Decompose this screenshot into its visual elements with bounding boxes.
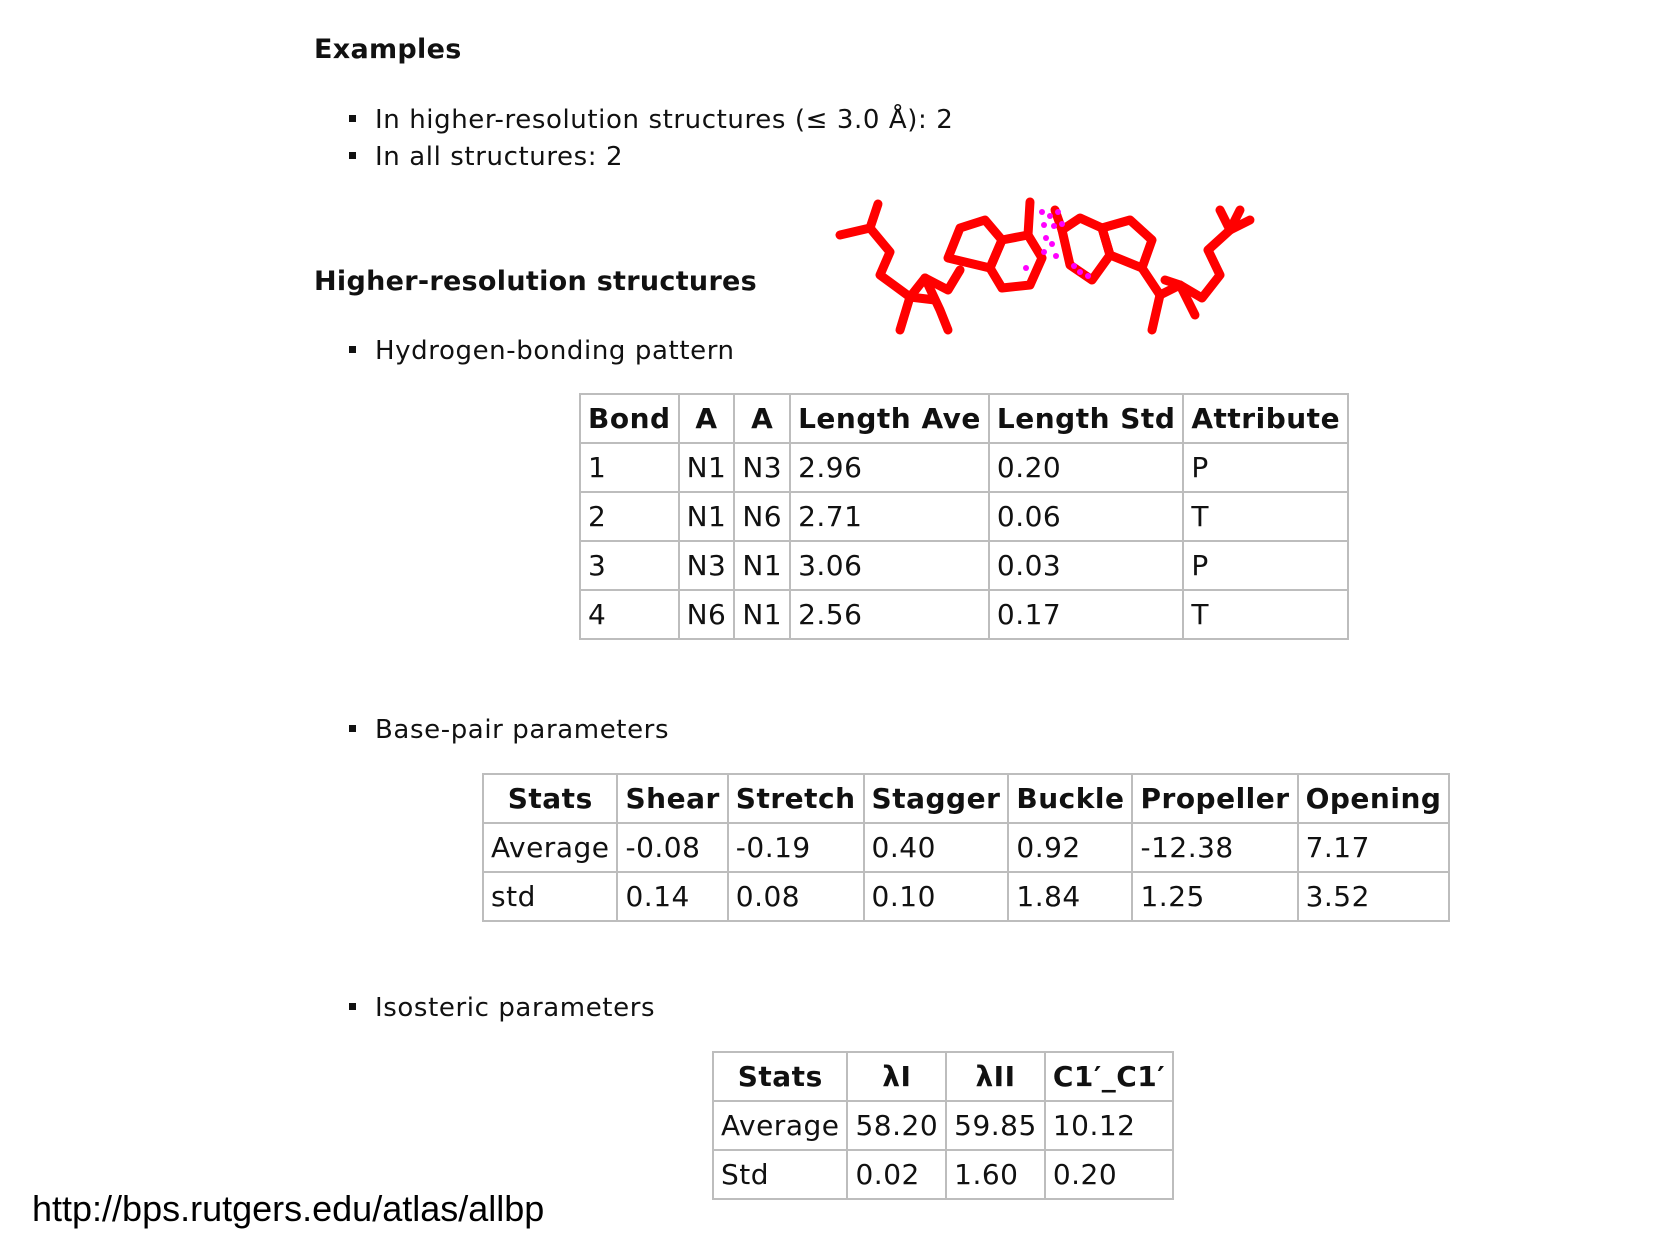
list-item-text: Hydrogen-bonding pattern xyxy=(375,336,735,366)
table-cell: N1 xyxy=(733,540,792,591)
table-cell: Average xyxy=(481,822,619,873)
list-item: In higher-resolution structures (≤ 3.0 Å… xyxy=(349,105,953,135)
table-cell: 0.20 xyxy=(1043,1149,1175,1200)
hydrogen-bonding-table: Bond A A Length Ave Length Std Attribute… xyxy=(579,393,1350,640)
column-header: Length Ave xyxy=(789,393,990,444)
bullet-icon xyxy=(349,725,356,732)
list-item: Isosteric parameters xyxy=(349,993,655,1023)
table-row: 1 N1 N3 2.96 0.20 P xyxy=(579,442,1350,493)
table-cell: 2.96 xyxy=(789,442,990,493)
table-row: Std 0.02 1.60 0.20 xyxy=(711,1149,1175,1200)
table-cell: 0.08 xyxy=(726,871,865,922)
table-cell: N6 xyxy=(677,589,736,640)
table-cell: 0.03 xyxy=(987,540,1185,591)
table-cell: 0.17 xyxy=(987,589,1185,640)
table-cell: 0.92 xyxy=(1007,822,1134,873)
table-cell: 0.40 xyxy=(862,822,1010,873)
table-row: std 0.14 0.08 0.10 1.84 1.25 3.52 xyxy=(481,871,1451,922)
list-item-text: In all structures: 2 xyxy=(375,142,624,172)
table-cell: N6 xyxy=(733,491,792,542)
table-cell: 1.25 xyxy=(1131,871,1299,922)
table-cell: 0.06 xyxy=(987,491,1185,542)
list-item-text: Isosteric parameters xyxy=(375,993,656,1023)
table-cell: 0.14 xyxy=(616,871,729,922)
column-header: Stats xyxy=(481,773,619,824)
base-pair-structure-image xyxy=(835,197,1255,335)
column-header: Bond xyxy=(579,393,680,444)
table-cell: -0.08 xyxy=(616,822,729,873)
bullet-icon xyxy=(349,1003,356,1010)
column-header: C1′_C1′ xyxy=(1043,1051,1175,1102)
table-cell: 3.06 xyxy=(789,540,990,591)
bullet-icon xyxy=(349,346,356,353)
table-cell: T xyxy=(1182,589,1350,640)
table-cell: N1 xyxy=(733,589,792,640)
table-row: 4 N6 N1 2.56 0.17 T xyxy=(579,589,1350,640)
table-cell: 59.85 xyxy=(945,1100,1046,1151)
table-row: 2 N1 N6 2.71 0.06 T xyxy=(579,491,1350,542)
table-row: Average 58.20 59.85 10.12 xyxy=(711,1100,1175,1151)
list-item-text: In higher-resolution structures (≤ 3.0 Å… xyxy=(375,105,954,135)
bullet-icon xyxy=(349,152,356,159)
column-header: Attribute xyxy=(1182,393,1350,444)
table-cell: P xyxy=(1182,442,1350,493)
table-cell: 0.02 xyxy=(846,1149,948,1200)
table-cell: 1 xyxy=(579,442,680,493)
isosteric-parameters-table: Stats λI λII C1′_C1′ Average 58.20 59.85… xyxy=(711,1051,1175,1200)
table-header-row: Stats λI λII C1′_C1′ xyxy=(711,1051,1175,1102)
list-item: Base-pair parameters xyxy=(349,715,669,745)
table-cell: N1 xyxy=(677,442,736,493)
column-header: Propeller xyxy=(1131,773,1299,824)
column-header: Buckle xyxy=(1007,773,1134,824)
table-cell: 58.20 xyxy=(846,1100,948,1151)
table-cell: T xyxy=(1182,491,1350,542)
column-header: A xyxy=(733,393,792,444)
column-header: Shear xyxy=(616,773,729,824)
list-item: Hydrogen-bonding pattern xyxy=(349,336,735,366)
table-cell: 3 xyxy=(579,540,680,591)
table-cell: N3 xyxy=(733,442,792,493)
table-cell: P xyxy=(1182,540,1350,591)
table-cell: -12.38 xyxy=(1131,822,1299,873)
base-pair-parameters-table: Stats Shear Stretch Stagger Buckle Prope… xyxy=(481,773,1451,922)
table-cell: std xyxy=(481,871,619,922)
examples-heading: Examples xyxy=(314,34,462,65)
table-cell: N3 xyxy=(677,540,736,591)
table-cell: 7.17 xyxy=(1296,822,1451,873)
table-header-row: Stats Shear Stretch Stagger Buckle Prope… xyxy=(481,773,1451,824)
list-item-text: Base-pair parameters xyxy=(375,715,670,745)
table-cell: 2.56 xyxy=(789,589,990,640)
column-header: λI xyxy=(846,1051,948,1102)
table-cell: 10.12 xyxy=(1043,1100,1175,1151)
table-cell: 3.52 xyxy=(1296,871,1451,922)
list-item: In all structures: 2 xyxy=(349,142,623,172)
table-cell: 1.84 xyxy=(1007,871,1134,922)
table-cell: 1.60 xyxy=(945,1149,1046,1200)
table-cell: -0.19 xyxy=(726,822,865,873)
table-cell: 2 xyxy=(579,491,680,542)
column-header: Opening xyxy=(1296,773,1451,824)
table-cell: 4 xyxy=(579,589,680,640)
table-cell: 2.71 xyxy=(789,491,990,542)
column-header: A xyxy=(677,393,736,444)
table-cell: 0.10 xyxy=(862,871,1010,922)
source-url: http://bps.rutgers.edu/atlas/allbp xyxy=(32,1188,545,1229)
table-cell: 0.20 xyxy=(987,442,1185,493)
column-header: Length Std xyxy=(987,393,1185,444)
table-cell: N1 xyxy=(677,491,736,542)
table-row: Average -0.08 -0.19 0.40 0.92 -12.38 7.1… xyxy=(481,822,1451,873)
table-cell: Std xyxy=(711,1149,849,1200)
column-header: Stagger xyxy=(862,773,1010,824)
column-header: Stretch xyxy=(726,773,865,824)
table-cell: Average xyxy=(711,1100,849,1151)
table-header-row: Bond A A Length Ave Length Std Attribute xyxy=(579,393,1350,444)
table-row: 3 N3 N1 3.06 0.03 P xyxy=(579,540,1350,591)
higher-resolution-heading: Higher-resolution structures xyxy=(314,266,758,297)
bullet-icon xyxy=(349,115,356,122)
column-header: λII xyxy=(945,1051,1046,1102)
column-header: Stats xyxy=(711,1051,849,1102)
